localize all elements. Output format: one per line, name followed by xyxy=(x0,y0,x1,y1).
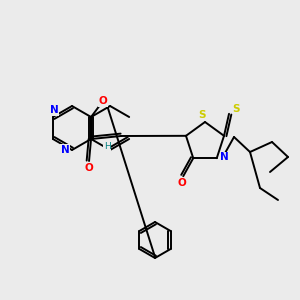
Text: N: N xyxy=(61,145,69,155)
Text: O: O xyxy=(85,163,93,173)
Text: H: H xyxy=(104,142,110,151)
Text: S: S xyxy=(198,110,206,120)
Text: O: O xyxy=(99,96,107,106)
Text: S: S xyxy=(232,104,240,114)
Text: O: O xyxy=(178,178,187,188)
Text: N: N xyxy=(220,152,229,162)
Text: N: N xyxy=(50,105,58,115)
